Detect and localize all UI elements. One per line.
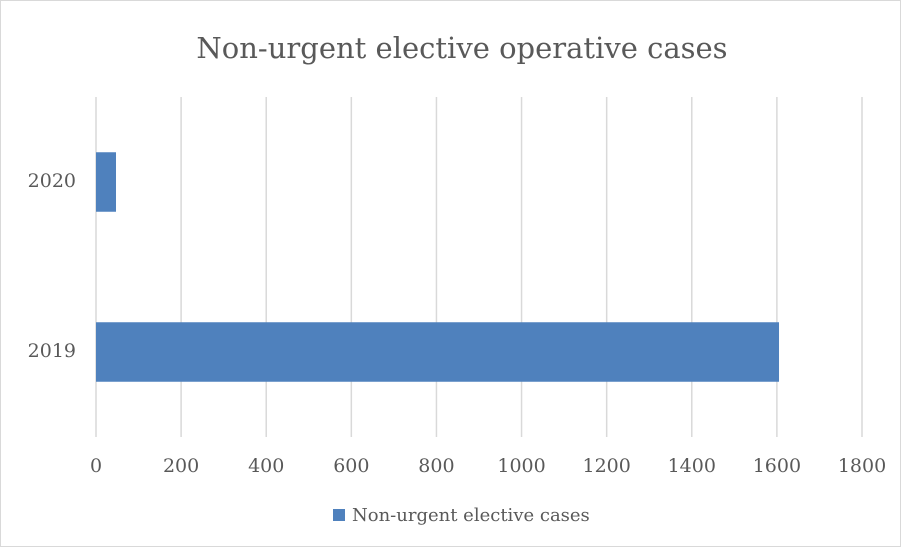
legend-swatch (333, 509, 345, 521)
x-tick-label: 1400 (668, 455, 716, 477)
x-tick-label: 400 (248, 455, 284, 477)
legend-label: Non-urgent elective cases (352, 505, 590, 526)
x-tick-label: 600 (333, 455, 369, 477)
x-tick-label: 200 (163, 455, 199, 477)
y-tick-label: 2019 (28, 340, 76, 362)
bar (96, 152, 117, 212)
chart-title: Non-urgent elective operative cases (196, 31, 727, 65)
x-tick-label: 1000 (497, 455, 545, 477)
x-tick-label: 1600 (753, 455, 801, 477)
x-tick-label: 1200 (582, 455, 630, 477)
x-tick-label: 1800 (838, 455, 886, 477)
x-tick-label: 0 (90, 455, 102, 477)
bar (96, 322, 780, 382)
y-tick-label: 2020 (28, 170, 76, 192)
x-tick-label: 800 (418, 455, 454, 477)
